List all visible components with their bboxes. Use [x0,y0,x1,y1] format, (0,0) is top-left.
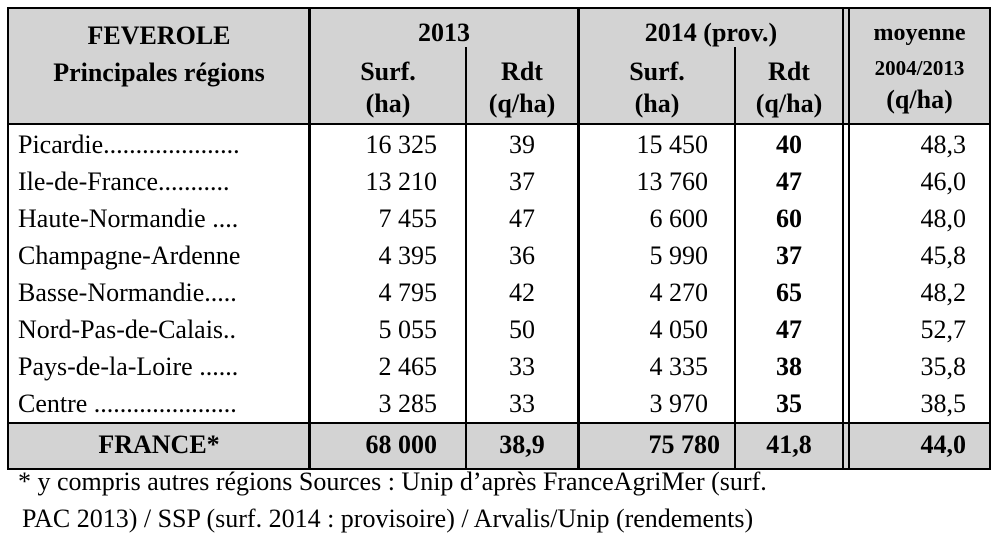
avg-yield: 48,0 [920,204,967,233]
rdt-2013: 36 [509,241,535,270]
total-rdt-2013: 38,9 [499,430,545,459]
footnote-line-1: * y compris autres régions Sources : Uni… [18,467,767,496]
col-divider-2013 [465,47,467,468]
region-name: Haute-Normandie .... [18,204,239,233]
header-subtitle: Principales régions [53,58,265,87]
surf-2013: 13 210 [365,167,438,196]
rdt-2013: 47 [509,204,535,233]
header-rdt-unit-2013: (q/ha) [488,89,556,118]
rdt-2013: 50 [509,315,535,344]
region-name: Picardie..................... [18,130,240,159]
header-avg-unit: (q/ha) [886,85,953,114]
header-rdt-2013: Rdt [501,57,543,86]
surf-2014: 13 760 [636,167,709,196]
surf-2013: 5 055 [378,315,438,344]
header-surf-unit-2014: (ha) [634,89,680,118]
rdt-2014: 60 [776,204,802,233]
region-name: Ile-de-France........... [18,167,230,196]
header-year-2013: 2013 [418,18,470,47]
header-rdt-2014: Rdt [768,57,810,86]
col-divider-avg-a [842,9,844,468]
header-rdt-unit-2014: (q/ha) [755,89,823,118]
surf-2014: 4 270 [649,278,709,307]
avg-yield: 46,0 [920,167,967,196]
rdt-2013: 33 [509,389,535,418]
col-divider-2014 [734,47,736,468]
avg-yield: 35,8 [920,352,967,381]
surf-2014: 4 335 [649,352,709,381]
avg-yield: 48,3 [920,130,967,159]
surf-2014: 6 600 [649,204,709,233]
header-avg-title: moyenne [873,20,966,46]
surf-2014: 4 050 [649,315,709,344]
total-top-line [9,422,989,424]
footnote-line-2: PAC 2013) / SSP (surf. 2014 : provisoire… [22,504,754,533]
surf-2013: 3 285 [378,389,438,418]
rdt-2014: 35 [776,389,802,418]
avg-yield: 38,5 [920,389,967,418]
header-year-2014: 2014 (prov.) [644,18,778,47]
region-name: Centre ...................... [18,389,237,418]
col-divider-avg-b [848,9,850,468]
total-row-background [9,423,989,468]
rdt-2014: 37 [776,241,802,270]
total-surf-2013: 68 000 [365,430,438,459]
surf-2014: 5 990 [649,241,709,270]
avg-yield: 48,2 [920,278,967,307]
total-label: FRANCE* [98,430,220,459]
rdt-2013: 37 [509,167,535,196]
header-bottom-line [9,123,989,125]
surf-2013: 7 455 [378,204,438,233]
surf-2013: 4 795 [378,278,438,307]
avg-yield: 52,7 [920,315,967,344]
rdt-2014: 47 [776,167,802,196]
region-name: Champagne-Ardenne [18,241,241,270]
header-surf-2013: Surf. [360,57,416,86]
col-divider-years [577,9,580,468]
header-background [9,9,989,123]
rdt-2014: 47 [776,315,802,344]
surf-2013: 2 465 [378,352,438,381]
total-surf-2014: 75 780 [648,430,721,459]
surf-2014: 3 970 [649,389,709,418]
feverole-table: FEVEROLE Principales régions 2013 2014 (… [7,7,991,470]
rdt-2013: 33 [509,352,535,381]
total-avg-yield: 44,0 [920,430,967,459]
surf-2014: 15 450 [636,130,709,159]
region-name: Pays-de-la-Loire ...... [18,352,239,381]
surf-2013: 16 325 [365,130,438,159]
rdt-2013: 39 [509,130,535,159]
header-surf-2014: Surf. [629,57,685,86]
rdt-2013: 42 [509,278,535,307]
rdt-2014: 40 [776,130,802,159]
header-title: FEVEROLE [87,21,231,50]
avg-yield: 45,8 [920,241,967,270]
region-name: Nord-Pas-de-Calais.. [18,315,237,344]
rdt-2014: 65 [776,278,802,307]
region-name: Basse-Normandie..... [18,278,237,307]
rdt-2014: 38 [776,352,802,381]
header-avg-period: 2004/2013 [874,56,965,80]
total-rdt-2014: 41,8 [766,430,812,459]
header-surf-unit-2013: (ha) [365,89,411,118]
surf-2013: 4 395 [378,241,438,270]
col-divider-region [308,9,311,468]
